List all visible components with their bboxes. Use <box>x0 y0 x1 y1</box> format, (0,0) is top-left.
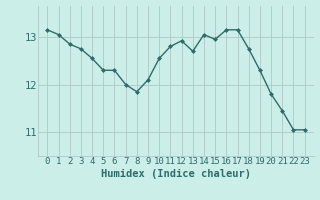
X-axis label: Humidex (Indice chaleur): Humidex (Indice chaleur) <box>101 169 251 179</box>
